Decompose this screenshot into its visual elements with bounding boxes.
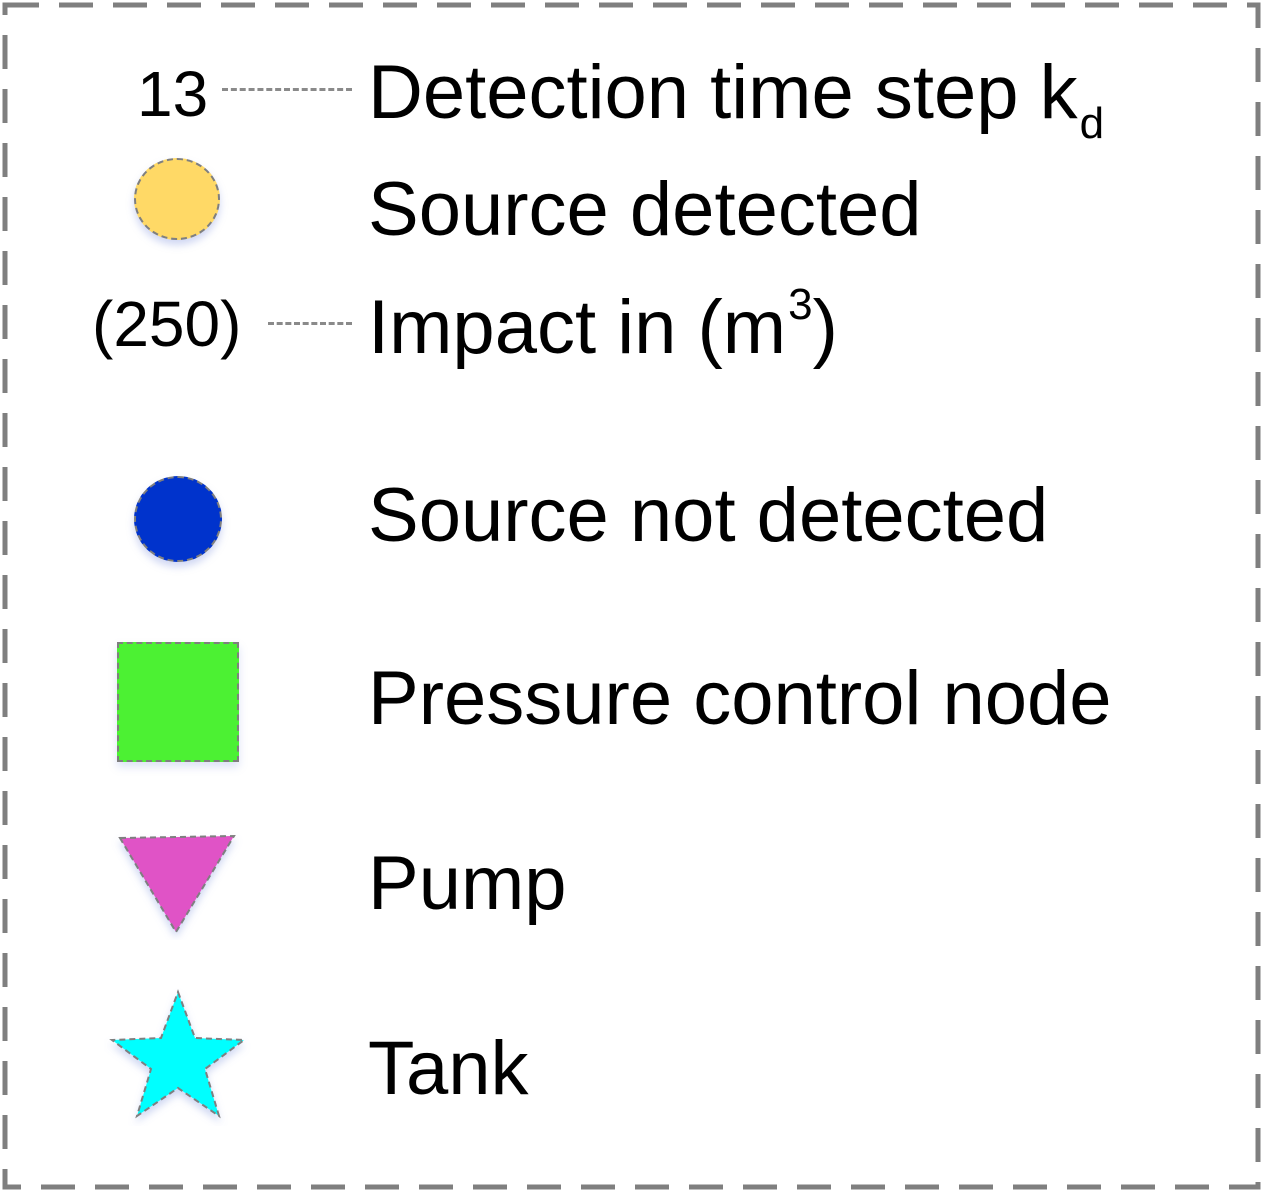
pressure-control-node-square-icon <box>117 642 239 762</box>
tank-star-icon <box>109 989 247 1119</box>
detection-step-connector <box>222 88 352 91</box>
impact-label: Impact in (m3) <box>368 283 838 366</box>
detection-step-label-text: Detection time step k <box>368 50 1078 135</box>
impact-sample-value: (250) <box>92 288 242 360</box>
detection-step-sample-value: 13 <box>137 58 209 130</box>
pump-triangle-down-icon <box>118 834 236 934</box>
source-detected-label: Source detected <box>368 167 922 252</box>
impact-label-text: Impact in (m <box>368 285 787 370</box>
source-not-detected-label: Source not detected <box>368 473 1049 558</box>
detection-step-subscript: d <box>1079 99 1105 148</box>
detection-step-label: Detection time step kd <box>368 55 1104 146</box>
impact-connector <box>268 322 352 325</box>
pressure-control-node-label: Pressure control node <box>368 656 1112 741</box>
source-not-detected-circle-icon <box>134 476 222 562</box>
tank-label: Tank <box>368 1026 529 1111</box>
impact-superscript: 3 <box>788 280 813 329</box>
source-detected-circle-icon <box>134 158 220 240</box>
impact-label-suffix: ) <box>812 285 838 370</box>
pump-label: Pump <box>368 841 567 926</box>
